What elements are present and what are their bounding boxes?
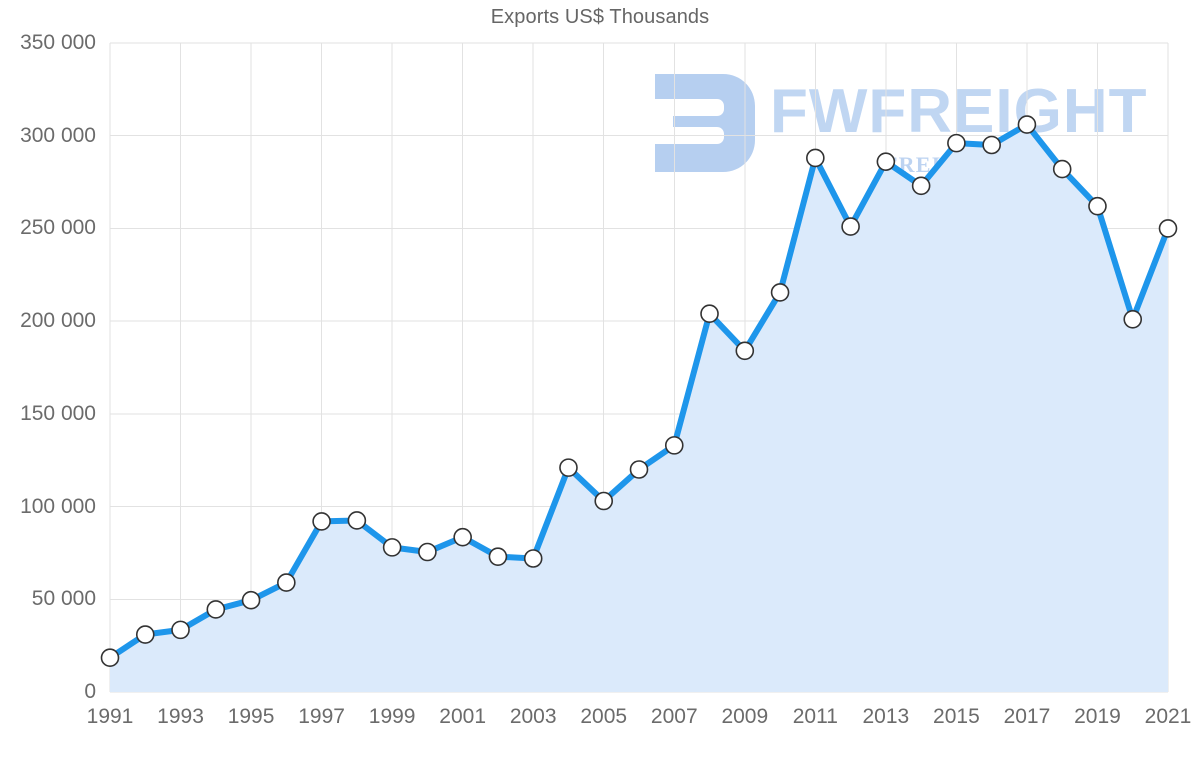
chart-title: Exports US$ Thousands [490, 6, 710, 28]
data-point-marker[interactable] [770, 283, 790, 302]
x-axis-tick-label: 2001 [439, 705, 487, 728]
x-axis-tick-label: 2011 [792, 705, 838, 728]
data-point-marker[interactable] [382, 538, 402, 557]
y-axis-tick-label: 100 000 [20, 494, 96, 518]
x-axis-tick-label: 1999 [368, 705, 416, 728]
x-axis-tick-label: 2003 [509, 705, 557, 728]
data-point-marker[interactable] [418, 542, 437, 562]
data-point-marker[interactable] [453, 527, 472, 547]
data-point-marker[interactable] [1088, 196, 1107, 216]
x-axis-tick-label: 2019 [1074, 705, 1121, 728]
data-point-marker[interactable] [559, 458, 578, 477]
data-point-marker[interactable] [911, 176, 931, 196]
x-axis-tick-label: 1997 [298, 705, 345, 728]
x-axis-tick-label: 2015 [933, 705, 980, 728]
data-point-marker[interactable] [277, 573, 296, 592]
data-point-markers [100, 115, 1178, 668]
data-point-marker[interactable] [664, 436, 684, 455]
data-point-marker[interactable] [206, 600, 226, 619]
data-point-marker[interactable] [735, 341, 755, 361]
data-point-marker[interactable] [594, 491, 614, 511]
data-point-marker[interactable] [488, 547, 508, 566]
data-point-marker[interactable] [1017, 115, 1037, 134]
x-axis-tick-label: 1993 [157, 705, 204, 728]
x-axis-tick-label: 1991 [86, 705, 134, 728]
data-point-marker[interactable] [841, 217, 860, 236]
data-point-marker[interactable] [312, 512, 331, 531]
x-axis-tick-label: 2005 [580, 705, 628, 728]
data-point-marker[interactable] [982, 135, 1001, 155]
data-point-marker[interactable] [347, 511, 367, 530]
x-axis-tick-label: 1995 [227, 705, 275, 728]
data-point-marker[interactable] [241, 590, 261, 610]
data-point-marker[interactable] [700, 304, 719, 324]
y-axis-tick-label: 250 000 [20, 216, 96, 240]
x-axis-tick-label: 2007 [650, 705, 698, 728]
area-fill [110, 124, 1168, 693]
x-axis-tick-label: 2021 [1144, 705, 1192, 728]
data-point-marker[interactable] [1052, 159, 1072, 179]
data-point-marker[interactable] [629, 460, 649, 479]
y-axis-tick-label: 0 [84, 680, 96, 703]
data-point-marker[interactable] [806, 148, 825, 168]
x-axis-tick-label: 2017 [1003, 705, 1051, 728]
x-axis-tick-label: 2009 [721, 705, 769, 728]
data-point-marker[interactable] [876, 152, 896, 171]
y-axis-tick-label: 200 000 [20, 309, 96, 333]
y-axis-tick-label: 150 000 [20, 401, 96, 425]
y-axis-tick-label: 300 000 [20, 123, 96, 147]
data-point-marker[interactable] [523, 549, 543, 568]
data-point-marker[interactable] [171, 620, 190, 640]
y-axis-tick-label: 50 000 [31, 587, 96, 611]
data-point-marker[interactable] [1123, 309, 1143, 329]
y-axis-tick-label: 350 000 [20, 31, 96, 54]
data-point-marker[interactable] [135, 625, 155, 644]
data-point-marker[interactable] [100, 648, 120, 668]
data-point-marker[interactable] [1158, 219, 1178, 238]
data-point-marker[interactable] [947, 133, 966, 153]
x-axis-tick-label: 2013 [862, 705, 910, 728]
